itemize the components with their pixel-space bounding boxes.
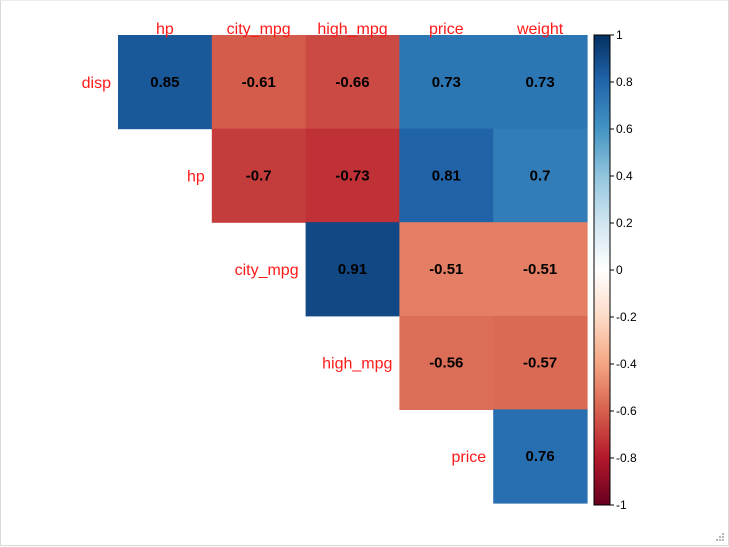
legend-tick-label: -0.8 (616, 451, 637, 465)
row-label: city_mpg (235, 262, 299, 279)
cell-value-label: 0.76 (525, 448, 554, 465)
heatmap-cell (399, 222, 494, 317)
heatmap-cell (399, 35, 494, 130)
legend-tick-label: 0.2 (616, 216, 633, 230)
heatmap-cell (305, 35, 400, 130)
heatmap-cell (305, 128, 400, 223)
legend-tick-label: -0.2 (616, 310, 637, 324)
cell-value-label: -0.56 (429, 355, 463, 372)
heatmap-cell (118, 35, 213, 130)
color-legend-ticks: 1 0.8 0.6 0.4 0.2 0 -0.2 -0.4 -0.6 -0.8 -1 (610, 28, 637, 512)
heatmap-cell (211, 35, 307, 130)
row-label: high_mpg (322, 356, 392, 373)
cell-value-label: -0.57 (523, 355, 557, 372)
heatmap-cells: 0.85 -0.61 -0.66 0.73 0.73 -0.7 -0.73 0.81 0.7 0.… (118, 35, 588, 504)
cell-value-label: 0.85 (150, 74, 179, 91)
column-label: hp (156, 21, 174, 38)
heatmap-cell (399, 315, 494, 410)
color-legend-bar (593, 34, 611, 506)
legend-tick-label: 0.6 (616, 122, 633, 136)
row-label: hp (187, 168, 205, 185)
legend-tick-label: 1 (616, 28, 623, 42)
cell-value-label: 0.7 (530, 167, 551, 184)
column-label: city_mpg (227, 21, 291, 38)
heatmap-cell (493, 128, 588, 223)
legend-tick-label: -0.6 (616, 404, 637, 418)
cell-value-label: -0.7 (246, 167, 272, 184)
cell-value-label: 0.73 (525, 74, 554, 91)
row-label: disp (82, 75, 111, 92)
legend-tick-label: 0.8 (616, 75, 633, 89)
heatmap-cell (399, 128, 494, 223)
column-labels: hp city_mpg high_mpg price weight (156, 21, 564, 38)
legend-tick-label: -1 (616, 498, 627, 512)
column-label: price (429, 21, 464, 38)
cell-value-label: 0.81 (432, 167, 461, 184)
legend-tick-label: 0 (616, 263, 623, 277)
column-label: weight (516, 21, 564, 38)
cell-value-label: -0.51 (429, 261, 463, 278)
resize-grip-icon[interactable] (715, 532, 725, 542)
cell-value-label: -0.61 (242, 74, 276, 91)
row-label: price (452, 449, 487, 466)
cell-value-label: 0.73 (432, 74, 461, 91)
column-label: high_mpg (317, 21, 387, 38)
heatmap-cell (493, 35, 588, 130)
heatmap-cell (493, 222, 588, 317)
legend-tick-label: -0.4 (616, 357, 637, 371)
cell-value-label: 0.91 (338, 261, 367, 278)
cell-value-label: -0.66 (335, 74, 369, 91)
heatmap-cell (211, 128, 307, 223)
heatmap-cell (493, 315, 588, 410)
color-legend: 1 0.8 0.6 0.4 0.2 0 -0.2 -0.4 -0.6 -0.8 -1 (593, 28, 637, 512)
cell-value-label: -0.51 (523, 261, 557, 278)
heatmap-cell (493, 409, 588, 504)
cell-value-label: -0.73 (335, 167, 369, 184)
heatmap-cell (305, 222, 400, 317)
legend-tick-label: 0.4 (616, 169, 633, 183)
